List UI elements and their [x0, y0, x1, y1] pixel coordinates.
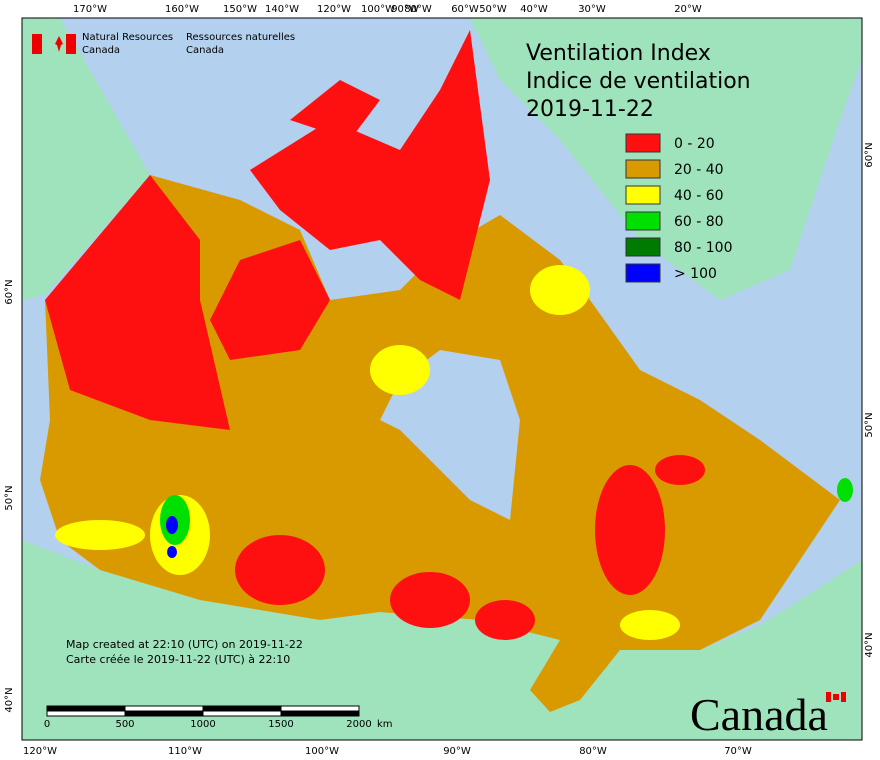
- legend-swatch: [625, 211, 661, 231]
- org-fr: Canada: [186, 45, 224, 56]
- legend-swatch: [625, 185, 661, 205]
- legend-swatch: [625, 237, 661, 257]
- zone-red-island: [290, 80, 380, 140]
- graticule-top: 20°W: [674, 4, 702, 15]
- zone-red-manitoba: [390, 572, 470, 628]
- graticule-labels: 170°W 160°W 150°W 140°W 120°W 100°W90°W80°W 60…: [4, 4, 875, 757]
- title: Ventilation Index: [526, 41, 711, 66]
- graticule-bottom: 120°W: [23, 746, 57, 757]
- legend-label: 40 - 60: [674, 188, 724, 204]
- zone-yellow-coast: [55, 520, 145, 550]
- org-en: Natural Resources: [82, 32, 173, 43]
- wordmark-leaf: [833, 694, 839, 700]
- zone-red-labrador: [655, 455, 705, 485]
- zone-red-arctic: [250, 30, 490, 300]
- legend-label: 0 - 20: [674, 136, 715, 152]
- graticule-bottom: 70°W: [724, 746, 752, 757]
- graticule-top: 160°W: [165, 4, 199, 15]
- scale-label: 1500: [268, 719, 293, 730]
- legend-label: 60 - 80: [674, 214, 724, 230]
- wordmark-flag: [826, 692, 831, 702]
- legend-swatch: [625, 133, 661, 153]
- title-date: 2019-11-22: [526, 97, 654, 122]
- hudson-bay: [380, 350, 520, 520]
- scale-segment: [202, 710, 282, 717]
- graticule-top: 30°W: [578, 4, 606, 15]
- graticule-right: 50°N: [864, 412, 875, 437]
- scale-segment: [124, 705, 204, 712]
- scale-segment: [202, 705, 282, 712]
- scale-label: 500: [115, 719, 134, 730]
- zone-red-quebec: [595, 465, 665, 595]
- scale-bar: 0 500 1000 1500 2000 km: [44, 705, 393, 730]
- scale-segment: [280, 705, 360, 712]
- scale-label: 2000: [346, 719, 371, 730]
- graticule-right: 40°N: [864, 632, 875, 657]
- scale-label: 0: [44, 719, 50, 730]
- zone-green-nl: [837, 478, 853, 502]
- graticule-right: 60°N: [864, 142, 875, 167]
- scale-label: 1000: [190, 719, 215, 730]
- legend-swatch: [625, 159, 661, 179]
- scale-segment: [46, 705, 126, 712]
- graticule-top: 90°W: [391, 4, 419, 15]
- graticule-top: 40°W: [520, 4, 548, 15]
- graticule-top: 80°W: [404, 4, 432, 15]
- usa: [22, 540, 862, 740]
- graticule-bottom: 110°W: [168, 746, 202, 757]
- legend-label: 80 - 100: [674, 240, 733, 256]
- legend-label: > 100: [674, 266, 717, 282]
- wordmark: Canada: [690, 689, 828, 740]
- zone-red-alberta: [235, 535, 325, 605]
- zone-blue: [166, 516, 178, 534]
- zone-red-north: [210, 240, 330, 360]
- graticule-bottom: 100°W: [305, 746, 339, 757]
- graticule-top: 50°W: [479, 4, 507, 15]
- maple-leaf: [55, 36, 63, 52]
- zone-red-nw: [45, 175, 230, 430]
- greenland: [470, 18, 862, 300]
- graticule-left: 60°N: [4, 279, 15, 304]
- graticule-left: 50°N: [4, 485, 15, 510]
- flag-bar: [32, 34, 42, 54]
- graticule-left: 40°N: [4, 687, 15, 712]
- zone-yellow-keewatin: [370, 345, 430, 395]
- graticule-bottom: 80°W: [579, 746, 607, 757]
- graticule-top: 170°W: [73, 4, 107, 15]
- flag-bar: [66, 34, 76, 54]
- legend-swatch: [625, 263, 661, 283]
- scale-segment: [124, 710, 204, 717]
- credit-en: Map created at 22:10 (UTC) on 2019-11-22: [66, 638, 303, 651]
- title-fr: Indice de ventilation: [526, 69, 751, 94]
- credit-fr: Carte créée le 2019-11-22 (UTC) à 22:10: [66, 653, 290, 666]
- graticule-top: 150°W: [223, 4, 257, 15]
- scale-segment: [46, 710, 126, 717]
- zone-yellow-south: [620, 610, 680, 640]
- graticule-bottom: 90°W: [443, 746, 471, 757]
- legend-label: 20 - 40: [674, 162, 724, 178]
- graticule-top: 100°W: [361, 4, 395, 15]
- nrcan-logo: Natural Resources Canada Ressources natu…: [32, 32, 295, 56]
- legend: 0 - 20 20 - 40 40 - 60 60 - 80 80 - 100 > 100: [625, 133, 733, 283]
- zone-blue-2: [167, 546, 177, 558]
- scale-unit: km: [377, 719, 393, 730]
- zone-yellow-baffin: [530, 265, 590, 315]
- org-en: Canada: [82, 45, 120, 56]
- wordmark-flag: [841, 692, 846, 702]
- zone-red-ontario: [475, 600, 535, 640]
- alaska: [22, 18, 150, 300]
- graticule-top: 140°W: [265, 4, 299, 15]
- graticule-top: 60°W: [451, 4, 479, 15]
- org-fr: Ressources naturelles: [186, 32, 295, 43]
- map-frame: [21, 17, 863, 741]
- scale-segment: [280, 710, 360, 717]
- map: [21, 17, 863, 741]
- graticule-top: 120°W: [317, 4, 351, 15]
